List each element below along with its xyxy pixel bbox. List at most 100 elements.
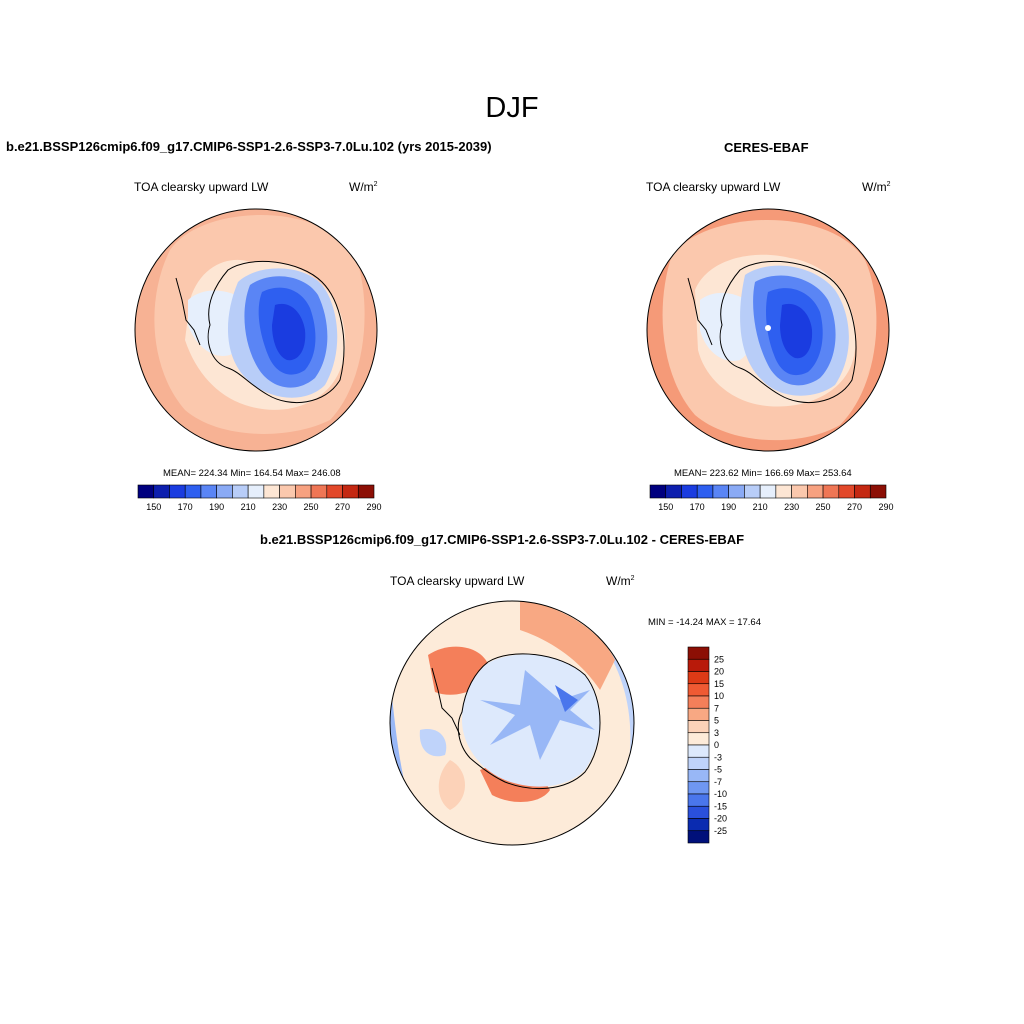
colorbar-3-tick-label: -10 [714, 789, 727, 799]
map-panel-1 [135, 209, 377, 451]
panel-2-variable: TOA clearsky upward LW [646, 180, 781, 194]
colorbar-1-tick-label: 190 [209, 502, 224, 512]
colorbar-2-swatch [681, 484, 698, 499]
map-panel-2 [647, 209, 889, 451]
colorbar-2-swatch [791, 484, 808, 499]
colorbar-1-swatch [357, 484, 375, 499]
colorbar-2-tick-label: 250 [816, 502, 831, 512]
colorbar-2-swatch [854, 484, 871, 499]
panel-3-title: b.e21.BSSP126cmip6.f09_g17.CMIP6-SSP1-2.… [260, 532, 745, 547]
colorbar-2-tick-label: 270 [847, 502, 862, 512]
colorbar-3-tick-label: -3 [714, 752, 722, 762]
colorbar-1-tick-label: 170 [178, 502, 193, 512]
colorbar-1-swatch [153, 484, 170, 499]
colorbar-2-swatch [649, 484, 667, 499]
colorbar-3-swatch [687, 818, 710, 832]
colorbar-2-swatch [807, 484, 824, 499]
colorbar-3-swatch [687, 707, 710, 721]
colorbar-1-tick-label: 150 [146, 502, 161, 512]
colorbar-3-tick-label: 20 [714, 667, 724, 677]
colorbar-3-swatch [687, 805, 710, 819]
panel-1-units: W/m2 [349, 180, 378, 194]
colorbar-3-swatch [687, 769, 710, 783]
colorbar-3-tick-label: 7 [714, 703, 719, 713]
panel-3-variable: TOA clearsky upward LW [390, 574, 525, 588]
colorbar-3-swatch [687, 830, 710, 844]
colorbar-2-swatch [775, 484, 792, 499]
colorbar-1-tick-label: 250 [304, 502, 319, 512]
colorbar-1-tick-label: 210 [241, 502, 256, 512]
colorbar-2-swatch [728, 484, 745, 499]
colorbar-3-swatch [687, 695, 710, 709]
colorbar-3-swatch [687, 658, 710, 672]
colorbar-2-swatch [869, 484, 887, 499]
colorbar-3-tick-label: -15 [714, 801, 727, 811]
colorbar-3-tick-label: 0 [714, 740, 719, 750]
colorbar-1-swatch [232, 484, 249, 499]
colorbar-2-swatch [712, 484, 729, 499]
colorbar-3-tick-label: 25 [714, 654, 724, 664]
colorbar-3-tick-label: 5 [714, 716, 719, 726]
colorbar-1-swatch [326, 484, 343, 499]
panel-3-units: W/m2 [606, 574, 635, 588]
colorbar-3-tick-label: -5 [714, 765, 722, 775]
colorbar-2-swatch [744, 484, 761, 499]
colorbar-1-swatch [263, 484, 280, 499]
colorbar-2-tick-label: 230 [784, 502, 799, 512]
colorbar-2-tick-label: 190 [721, 502, 736, 512]
colorbar-2-swatch [759, 484, 777, 499]
colorbar-panel-3: 25 20 15 10 7 5 3 0 -3 -5 -7 -10 -15 -20 -25 [687, 646, 727, 844]
map-panel-3-border [389, 600, 635, 846]
colorbar-1-swatch [200, 484, 217, 499]
colorbar-1-swatch [184, 484, 202, 499]
colorbar-1-swatch [342, 484, 359, 499]
panel-2-stats: MEAN= 223.62 Min= 166.69 Max= 253.64 [674, 468, 852, 479]
map-panel-1-border [134, 208, 378, 452]
colorbar-2-swatch [822, 484, 840, 499]
colorbar-3-tick-label: 3 [714, 728, 719, 738]
colorbar-1-swatch [310, 484, 328, 499]
colorbar-3-swatch [687, 646, 710, 660]
colorbar-3-tick-label: -7 [714, 777, 722, 787]
colorbar-3-tick-label: -20 [714, 814, 727, 824]
colorbar-3-tick-label: -25 [714, 826, 727, 836]
colorbar-1-swatch [137, 484, 155, 499]
colorbar-3-swatch [687, 781, 710, 795]
colorbar-3-swatch [687, 683, 710, 697]
colorbar-2-swatch [696, 484, 714, 499]
colorbar-3-swatch [687, 732, 710, 746]
colorbar-panel-1: 150 170 190 210 230 250 270 290 [137, 484, 382, 512]
colorbar-panel-2: 150 170 190 210 230 250 270 290 [649, 484, 894, 512]
map-panel-2-border [646, 208, 890, 452]
colorbar-1-swatch [169, 484, 186, 499]
colorbar-3-swatch [687, 744, 710, 758]
panel-2-units: W/m2 [862, 180, 891, 194]
figure-title: DJF [485, 92, 539, 124]
colorbar-1-swatch [279, 484, 296, 499]
colorbar-3-swatch [687, 671, 710, 685]
colorbar-1-tick-label: 290 [366, 502, 381, 512]
colorbar-1-swatch [216, 484, 233, 499]
map-panel-3 [390, 601, 634, 845]
colorbar-1-tick-label: 230 [272, 502, 287, 512]
panel-1-stats: MEAN= 224.34 Min= 164.54 Max= 246.08 [163, 468, 341, 479]
colorbar-3-swatch [687, 793, 710, 807]
colorbar-3-swatch [687, 756, 710, 770]
colorbar-1-tick-label: 270 [335, 502, 350, 512]
colorbar-3-swatch [687, 720, 710, 734]
colorbar-2-tick-label: 290 [878, 502, 893, 512]
colorbar-3-tick-label: 15 [714, 679, 724, 689]
panel-1-variable: TOA clearsky upward LW [134, 180, 269, 194]
colorbar-3-tick-label: 10 [714, 691, 724, 701]
panel-1-title: b.e21.BSSP126cmip6.f09_g17.CMIP6-SSP1-2.… [6, 139, 492, 154]
panel-2-title: CERES-EBAF [724, 140, 809, 155]
colorbar-2-tick-label: 210 [753, 502, 768, 512]
colorbar-2-swatch [665, 484, 682, 499]
colorbar-2-tick-label: 150 [658, 502, 673, 512]
colorbar-2-tick-label: 170 [690, 502, 705, 512]
colorbar-2-swatch [838, 484, 855, 499]
colorbar-1-swatch [295, 484, 312, 499]
colorbar-1-swatch [247, 484, 265, 499]
panel-3-stats: MIN = -14.24 MAX = 17.64 [648, 617, 762, 628]
